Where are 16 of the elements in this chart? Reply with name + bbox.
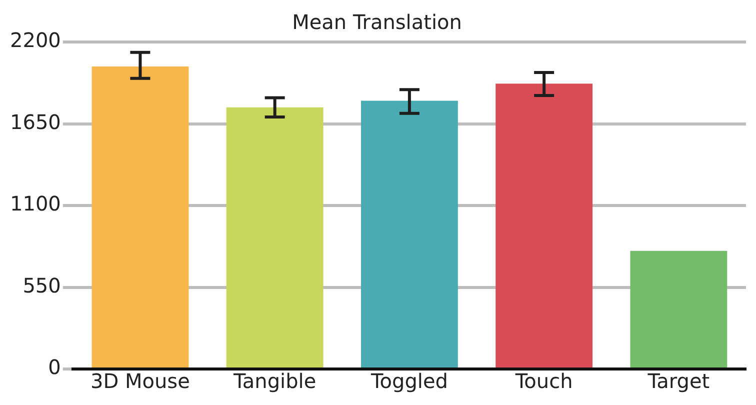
bar xyxy=(630,250,728,368)
bar xyxy=(92,66,189,368)
x-tick-label: Tangible xyxy=(232,369,316,394)
y-tick-label: 550 xyxy=(22,273,61,298)
chart-title: Mean Translation xyxy=(292,10,462,34)
x-tick-label: Toggled xyxy=(370,369,448,394)
bar xyxy=(226,107,324,368)
x-tick-label: Target xyxy=(646,369,710,394)
x-tick-label: Touch xyxy=(514,369,573,394)
y-tick-label: 1650 xyxy=(10,110,61,134)
bar xyxy=(496,84,593,368)
y-tick-label: 1100 xyxy=(10,192,61,216)
bar xyxy=(360,100,458,368)
y-tick-label: 0 xyxy=(48,355,61,380)
x-tick-label: 3D Mouse xyxy=(90,369,190,394)
y-tick-label: 2200 xyxy=(10,28,61,52)
